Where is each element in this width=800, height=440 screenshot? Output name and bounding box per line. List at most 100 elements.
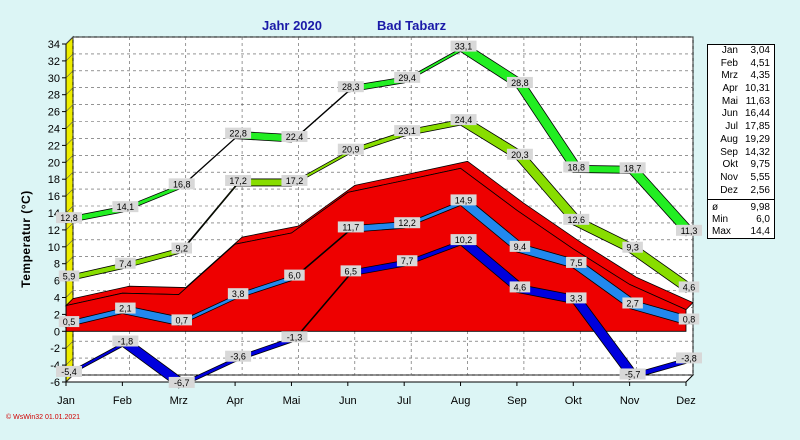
- legend-month-name: Jun: [721, 108, 738, 120]
- data-label-abs_min: -1,8: [112, 335, 139, 347]
- data-label-text: 28,3: [342, 82, 360, 92]
- data-label-text: 17,2: [286, 176, 304, 186]
- data-label-text: -3,6: [230, 352, 246, 362]
- data-label-box: [168, 376, 195, 388]
- x-tick-label: Okt: [565, 395, 582, 407]
- data-label-avg_max: 12,6: [563, 213, 590, 225]
- y-tick-label: 34: [48, 39, 60, 51]
- legend-stat-value: 6,0: [756, 214, 770, 226]
- x-tick-label: Nov: [620, 395, 640, 407]
- data-label-text: -6,7: [174, 378, 190, 388]
- legend-stat-name: Max: [712, 226, 731, 238]
- data-label-avg_max: 7,4: [115, 257, 136, 269]
- data-label-text: 28,8: [511, 78, 529, 88]
- data-label-avg_min: 7,5: [566, 256, 587, 268]
- data-label-text: 3,3: [570, 293, 583, 303]
- x-tick-label: Jul: [397, 395, 411, 407]
- data-label-text: 11,3: [681, 226, 698, 236]
- legend-month-row: Feb 4,51: [708, 58, 774, 71]
- legend-month-name: Sep: [720, 146, 738, 158]
- grid-line-side: [65, 188, 74, 197]
- data-label-text: 4,6: [683, 282, 696, 292]
- data-label-box: [566, 256, 587, 268]
- grid-line-side: [65, 70, 74, 79]
- legend-month-value: 19,29: [744, 133, 770, 145]
- data-label-box: [676, 352, 702, 364]
- chart-title-place: Bad Tabarz: [377, 18, 447, 33]
- data-label-box: [281, 131, 308, 143]
- legend-divider: [708, 199, 774, 201]
- data-label-abs_max: 14,1: [112, 201, 139, 213]
- data-label-box: [509, 281, 531, 293]
- data-label-text: 3,8: [232, 289, 245, 299]
- data-label-box: [676, 224, 702, 236]
- data-label-box: [396, 255, 418, 267]
- data-label-text: 12,8: [60, 213, 78, 223]
- data-label-box: [225, 127, 252, 139]
- data-label-avg_max: 5,9: [58, 270, 80, 282]
- data-label-text: -5,4: [61, 367, 77, 377]
- data-label-avg_min: 2,7: [622, 297, 643, 309]
- y-tick-label: 24: [48, 124, 60, 136]
- data-label-text: 11,7: [342, 222, 359, 232]
- y-tick-label: 22: [48, 140, 60, 152]
- grid-line-side: [65, 121, 74, 129]
- data-label-abs_max: 12,8: [56, 212, 82, 224]
- data-label-text: 2,7: [626, 298, 639, 308]
- data-label-box: [394, 71, 421, 83]
- legend-month-row: Nov 5,55: [708, 172, 774, 185]
- data-label-box: [450, 114, 477, 126]
- data-label-box: [394, 217, 421, 229]
- legend-month-value: 2,56: [750, 184, 770, 196]
- y-tick-label: -6: [50, 377, 60, 389]
- data-label-text: 20,9: [342, 145, 360, 155]
- data-label-text: 7,4: [119, 259, 132, 269]
- data-label-box: [506, 76, 533, 88]
- grid-line-side: [65, 222, 74, 231]
- data-label-abs_min: -5,7: [619, 368, 646, 380]
- data-label-text: 9,2: [175, 244, 188, 254]
- data-label-abs_min: -5,4: [56, 365, 82, 377]
- data-label-abs_min: 7,7: [396, 255, 418, 267]
- grid-line-side: [65, 36, 74, 45]
- data-label-text: 20,3: [511, 150, 529, 160]
- data-label-avg_max: 20,3: [506, 148, 533, 160]
- data-label-box: [450, 194, 477, 206]
- data-label-text: -5,7: [625, 369, 641, 379]
- data-label-avg_max: 23,1: [394, 125, 421, 137]
- data-label-box: [115, 302, 136, 314]
- data-label-avg_min: 3,8: [227, 288, 249, 300]
- legend-month-row: Apr 10,31: [708, 83, 774, 96]
- data-label-text: -1,3: [287, 332, 303, 342]
- grid-line-side: [65, 104, 74, 112]
- data-label-abs_min: 3,3: [566, 292, 587, 304]
- legend-month-name: Feb: [720, 57, 738, 69]
- data-label-abs_max: 33,1: [450, 40, 477, 52]
- data-label-box: [284, 269, 305, 281]
- y-tick-label: 32: [48, 56, 60, 68]
- y-tick-label: -2: [50, 343, 60, 355]
- legend-stat-row: Max 14,4: [708, 226, 774, 238]
- data-label-box: [394, 125, 421, 137]
- data-label-abs_max: 28,8: [506, 76, 533, 88]
- data-label-box: [115, 257, 136, 269]
- data-label-abs_max: 22,4: [281, 131, 308, 143]
- data-label-text: 0,7: [175, 315, 188, 325]
- data-label-text: 29,4: [398, 73, 416, 83]
- data-label-abs_min: -3,8: [676, 352, 702, 364]
- data-label-abs_max: 29,4: [394, 71, 421, 83]
- y-tick-label: 16: [48, 191, 60, 203]
- data-label-avg_min: 14,9: [450, 194, 477, 206]
- data-label-avg_max: 17,2: [281, 174, 308, 186]
- data-label-text: 12,2: [398, 218, 416, 228]
- legend-month-value: 3,04: [750, 45, 770, 56]
- legend-month-row: Okt 9,75: [708, 159, 774, 172]
- data-label-box: [56, 212, 82, 224]
- x-tick-label: Sep: [507, 395, 527, 407]
- data-label-box: [171, 314, 192, 326]
- data-label-box: [337, 221, 364, 233]
- data-label-text: 7,5: [570, 258, 583, 268]
- data-label-box: [450, 234, 477, 246]
- legend-stat-name: ø: [712, 202, 719, 214]
